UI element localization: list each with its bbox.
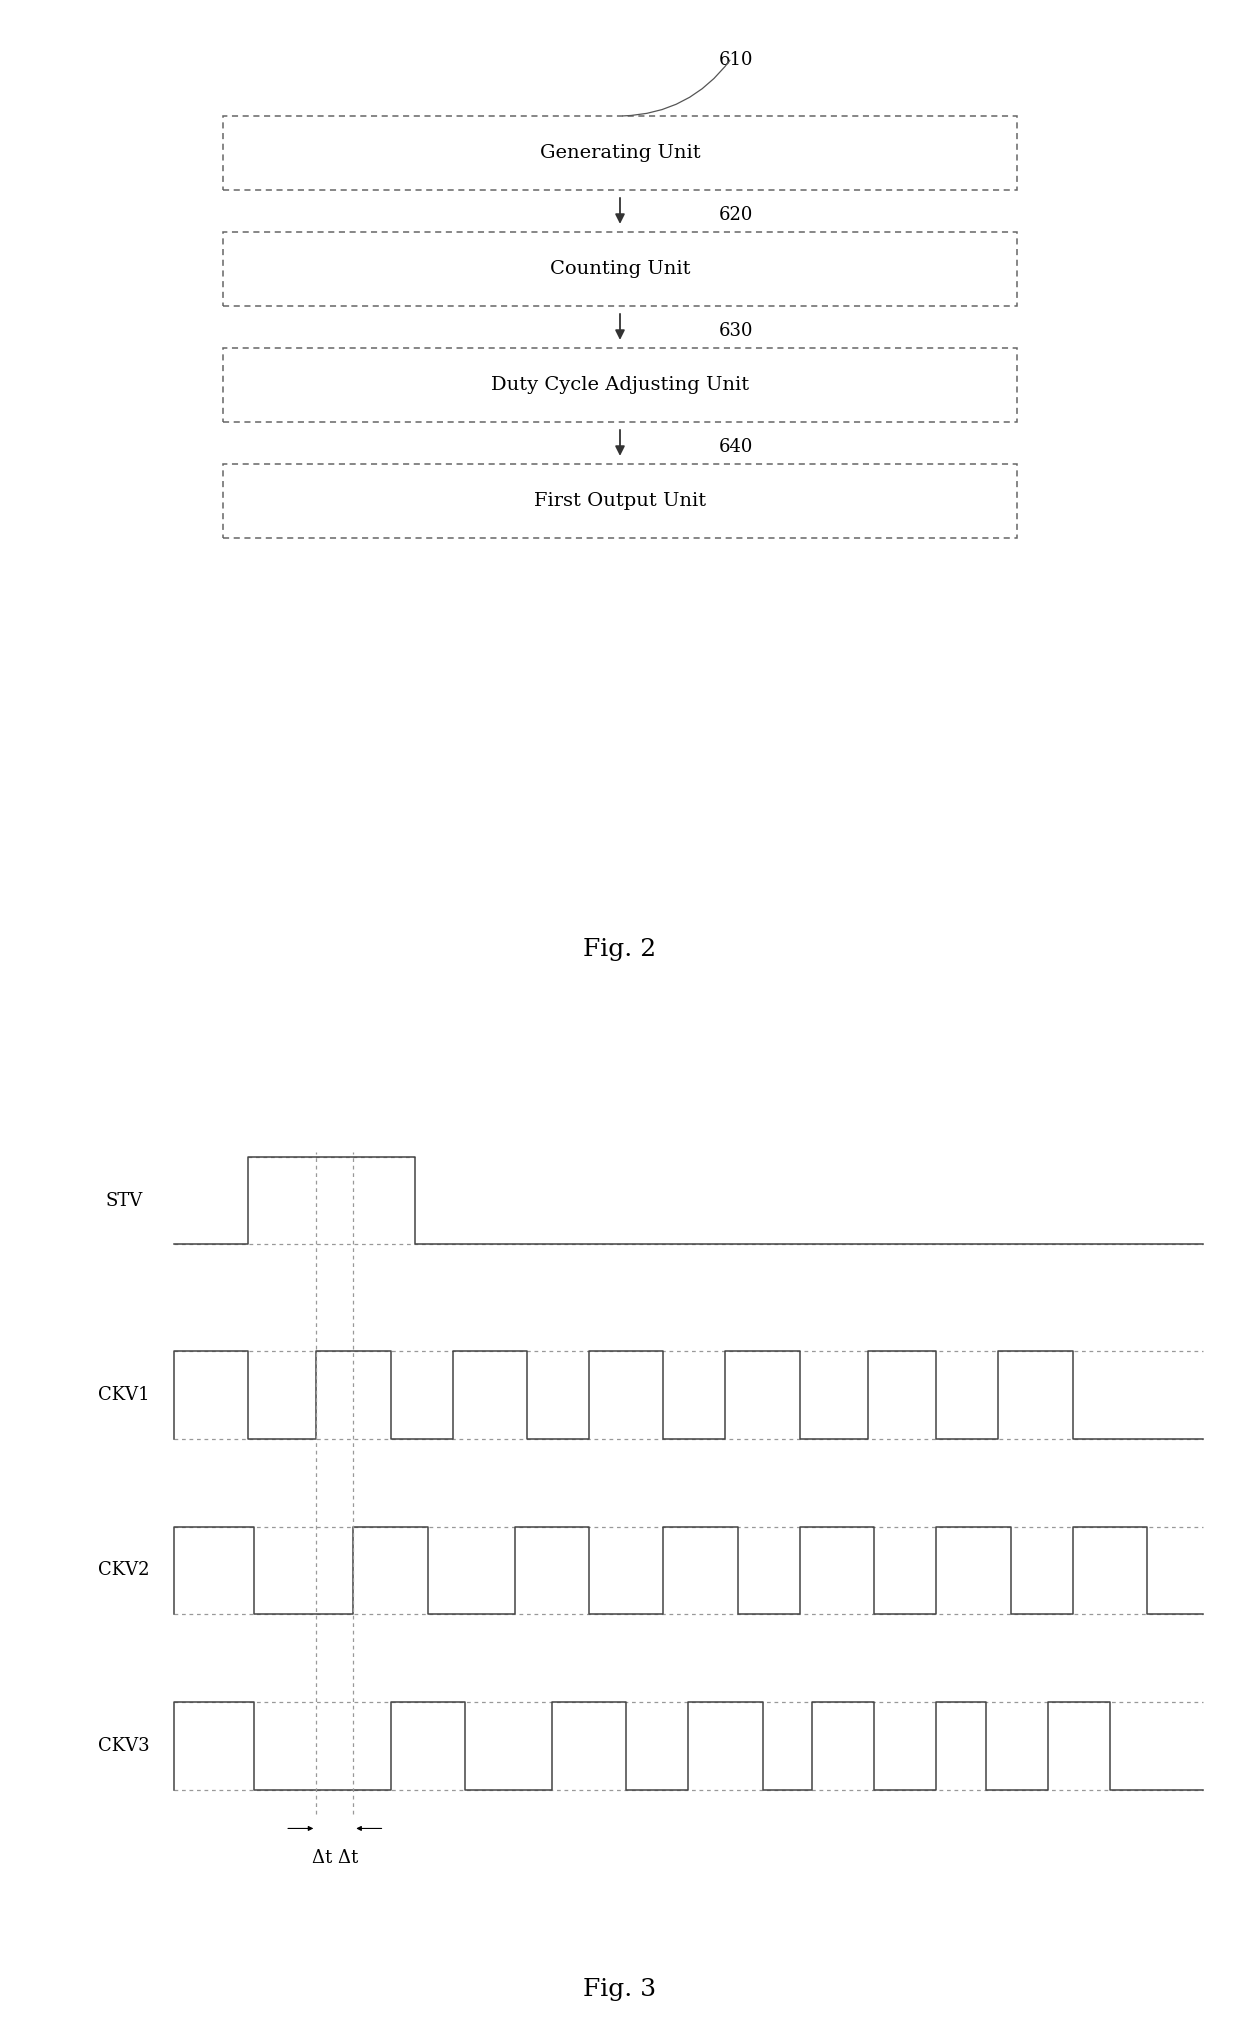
Text: Generating Unit: Generating Unit bbox=[539, 144, 701, 162]
Text: Counting Unit: Counting Unit bbox=[549, 260, 691, 278]
Text: First Output Unit: First Output Unit bbox=[534, 493, 706, 509]
FancyBboxPatch shape bbox=[223, 349, 1017, 422]
Text: 630: 630 bbox=[719, 322, 754, 339]
FancyBboxPatch shape bbox=[223, 464, 1017, 537]
FancyBboxPatch shape bbox=[223, 231, 1017, 306]
Text: Fig. 3: Fig. 3 bbox=[584, 1977, 656, 2000]
Text: Duty Cycle Adjusting Unit: Duty Cycle Adjusting Unit bbox=[491, 375, 749, 393]
Text: STV: STV bbox=[105, 1192, 143, 1209]
Text: CKV1: CKV1 bbox=[98, 1387, 150, 1403]
Text: CKV3: CKV3 bbox=[98, 1736, 150, 1754]
Text: Δt Δt: Δt Δt bbox=[311, 1850, 358, 1866]
Text: CKV2: CKV2 bbox=[98, 1562, 150, 1580]
Text: 620: 620 bbox=[719, 205, 754, 223]
FancyBboxPatch shape bbox=[223, 116, 1017, 191]
Text: 640: 640 bbox=[719, 438, 754, 456]
Text: 610: 610 bbox=[719, 51, 754, 69]
Text: Fig. 2: Fig. 2 bbox=[584, 937, 656, 961]
